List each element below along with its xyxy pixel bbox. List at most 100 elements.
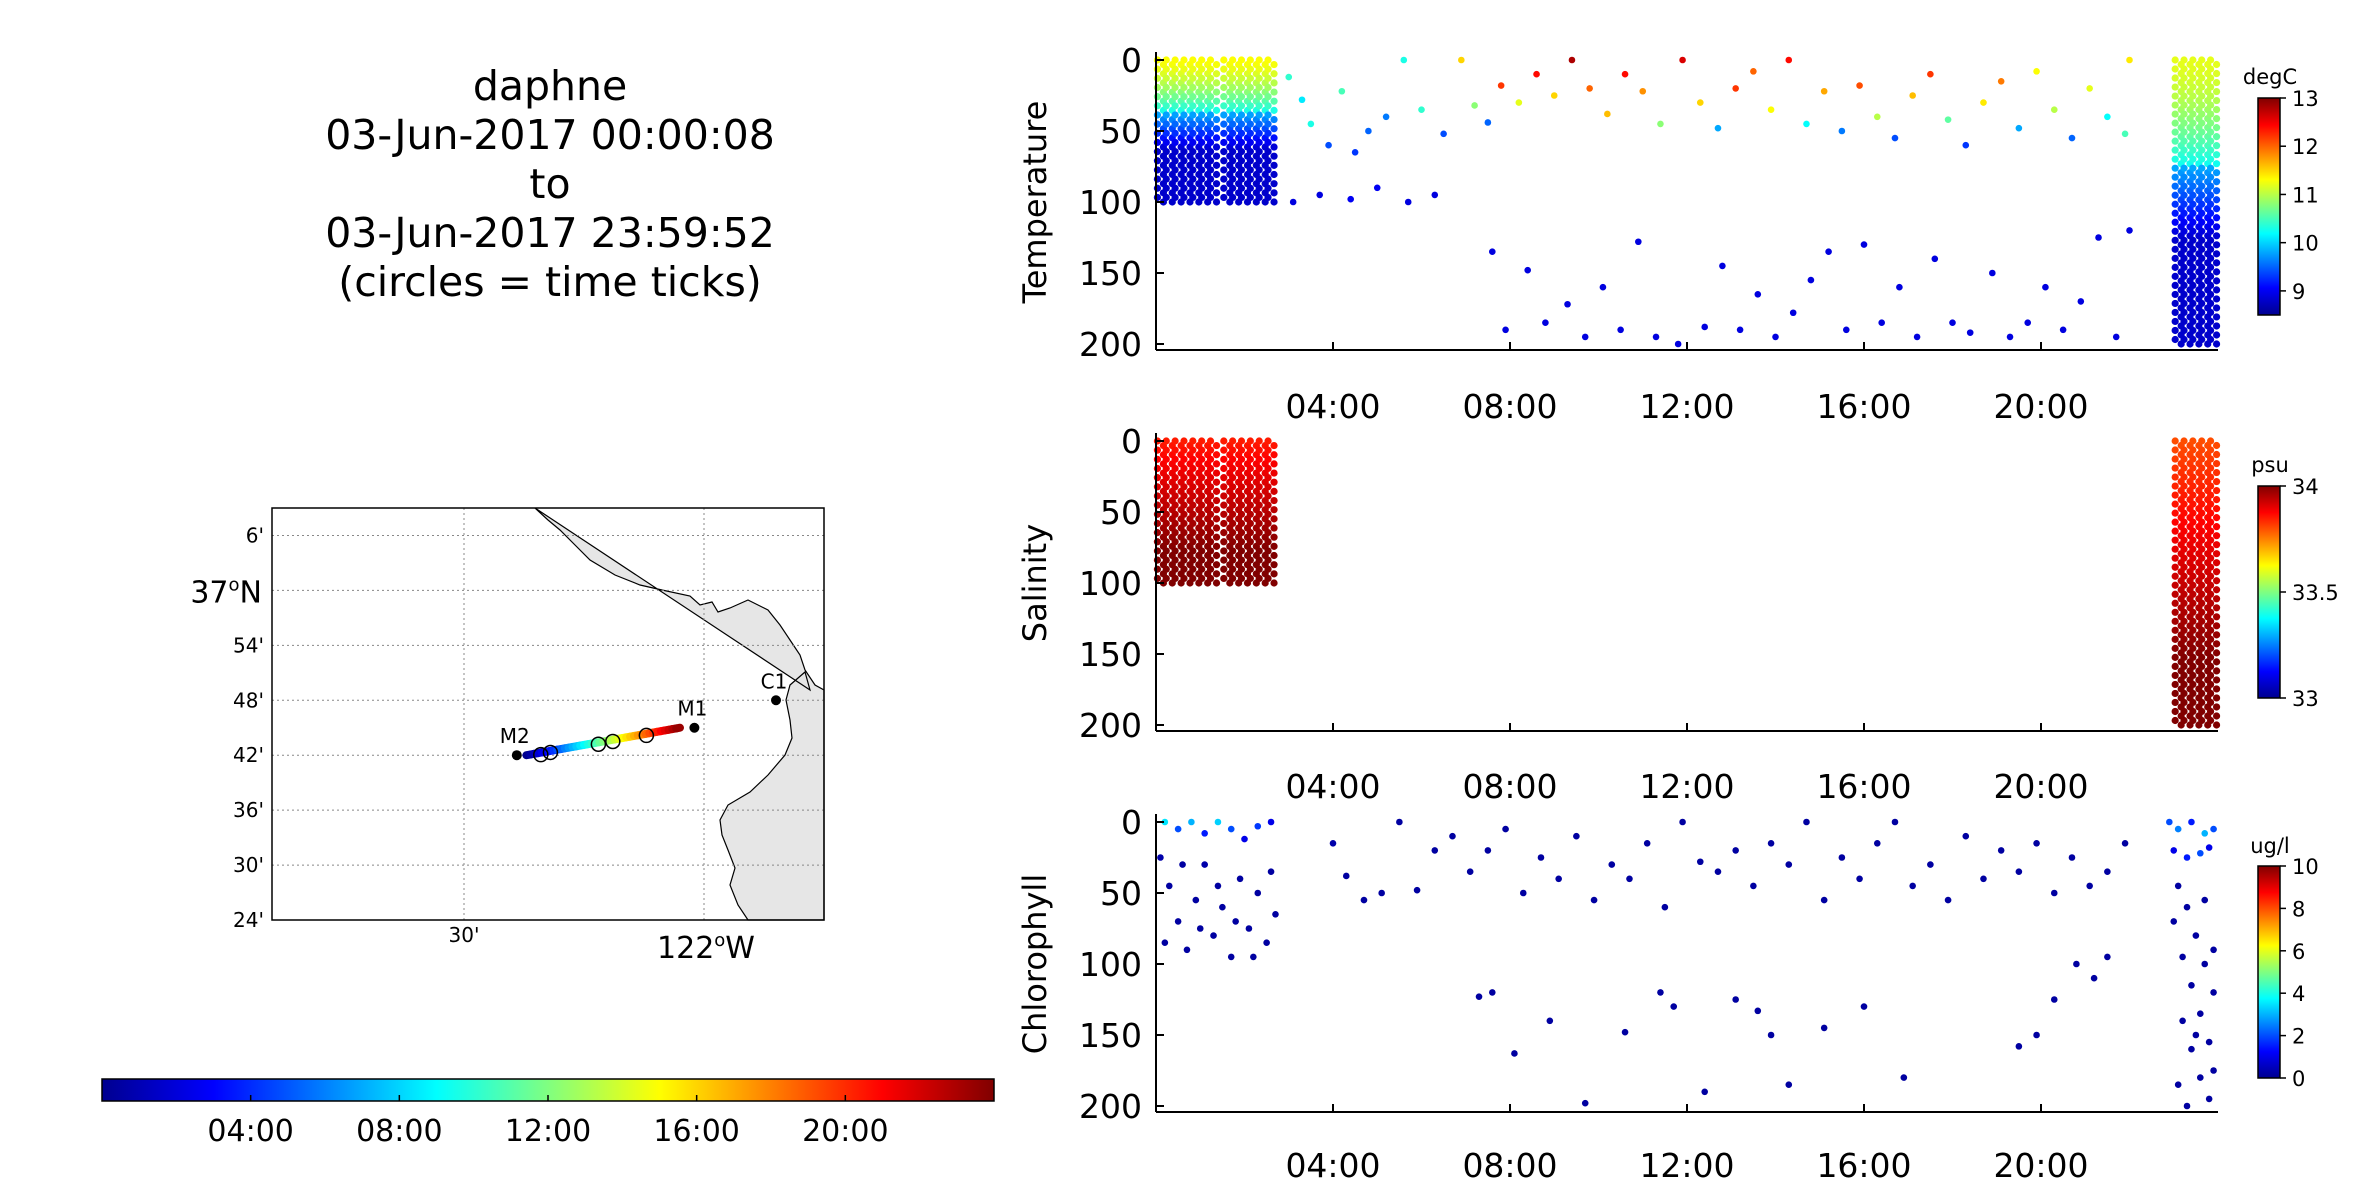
salinity-cast-point — [2212, 496, 2221, 504]
chlorophyll-x-tick-label: 20:00 — [1993, 1146, 2088, 1181]
salinity-cast-point — [2212, 622, 2221, 630]
temperature-cast-point — [1246, 138, 1254, 147]
chlorophyll-data-point — [2170, 847, 2178, 854]
salinity-cast-point — [2180, 608, 2188, 616]
temperature-cast-point — [1237, 184, 1246, 192]
temperature-cast-point — [1255, 111, 1263, 119]
temperature-cast-point — [2212, 69, 2221, 78]
chlorophyll-data-point — [1241, 835, 1248, 843]
salinity-cast-point — [2180, 689, 2188, 698]
salinity-cast-point — [2180, 572, 2188, 580]
salinity-cast-point — [1246, 547, 1254, 555]
temperature-cast-point — [1171, 148, 1179, 156]
chlorophyll-data-point — [1767, 840, 1775, 847]
salinity-cast-point — [2171, 608, 2179, 616]
temperature-data-point — [1404, 198, 1412, 206]
temperature-cast-point — [2189, 263, 2197, 271]
temperature-cast-point — [1153, 193, 1162, 202]
salinity-cast-point — [1198, 455, 1206, 463]
salinity-cast-point — [1246, 529, 1254, 537]
chlorophyll-data-point — [1431, 847, 1439, 854]
temperature-data-point — [1714, 124, 1722, 132]
temperature-cast-point — [1220, 65, 1228, 73]
salinity-cast-point — [2212, 477, 2221, 486]
salinity-cast-point — [1162, 538, 1170, 546]
salinity-cast-point — [2171, 482, 2179, 490]
salinity-cast-point — [2189, 527, 2197, 535]
temperature-colorbar-tick-label: 9 — [2292, 280, 2305, 304]
chlorophyll-data-point — [1449, 832, 1456, 840]
salinity-cast-point — [2171, 455, 2179, 463]
chlorophyll-data-point — [2073, 960, 2080, 968]
temperature-data-point — [1754, 291, 1762, 298]
map-lat-label: 6' — [246, 523, 264, 547]
salinity-colorbar-tick-label: 34 — [2292, 475, 2319, 499]
salinity-cast-point — [1237, 464, 1246, 473]
time-colorbar-tick-label: 04:00 — [207, 1114, 293, 1149]
chlorophyll-data-point — [2201, 830, 2209, 837]
temperature-cast-point — [1162, 56, 1170, 64]
temperature-cast-point — [1153, 184, 1162, 192]
temperature-cast-point — [2212, 87, 2221, 96]
salinity-cast-point — [2212, 667, 2221, 675]
salinity-cast-point — [1220, 556, 1228, 564]
temperature-cast-point — [1229, 111, 1237, 119]
salinity-cast-point — [2180, 500, 2188, 508]
time-colorbar-group: 04:00 08:00 12:00 16:00 20:00 — [101, 1078, 995, 1149]
temperature-cast-point — [2198, 164, 2206, 172]
temperature-cast-point — [2180, 182, 2188, 190]
salinity-cast-point — [1270, 441, 1278, 450]
chlorophyll-data-point — [1643, 840, 1651, 847]
salinity-cast-point — [2180, 599, 2188, 607]
salinity-cast-point — [2189, 599, 2197, 607]
temperature-data-point — [1440, 130, 1447, 138]
temperature-data-point — [1338, 87, 1346, 95]
temperature-cast-point — [1189, 74, 1197, 82]
salinity-cast-point — [1206, 446, 1215, 454]
salinity-cast-point — [1229, 538, 1237, 546]
temperature-cast-point — [1212, 189, 1221, 197]
temperature-y-tick-label: 0 — [1121, 41, 1142, 80]
temperature-cast-point — [2198, 245, 2206, 253]
salinity-cast-point — [1264, 455, 1272, 463]
salinity-cast-point — [2180, 464, 2188, 472]
salinity-cast-point — [1153, 547, 1162, 555]
salinity-cast-point — [1255, 519, 1263, 528]
temperature-cast-point — [2171, 146, 2179, 154]
salinity-cast-point — [2212, 459, 2221, 468]
salinity-cast-point — [1220, 501, 1228, 509]
salinity-cast-point — [2198, 599, 2206, 607]
salinity-cast-point — [1237, 538, 1246, 546]
salinity-cast-point — [2180, 518, 2188, 526]
temperature-cast-point — [1255, 175, 1263, 183]
chlorophyll-data-point — [1537, 854, 1545, 861]
salinity-cast-point — [2206, 572, 2215, 580]
time-colorbar-tick-label: 08:00 — [356, 1114, 442, 1149]
temperature-data-point — [1621, 70, 1629, 78]
salinity-cast-point — [2171, 590, 2179, 598]
temperature-cast-point — [1189, 184, 1197, 192]
salinity-cast-point — [1270, 551, 1278, 560]
salinity-cast-point — [2180, 536, 2188, 544]
chlorophyll-data-point — [1944, 896, 1952, 904]
temperature-cast-point — [2212, 196, 2221, 204]
salinity-cast-point — [1171, 547, 1179, 555]
salinity-cast-point — [1246, 574, 1254, 583]
salinity-cast-point — [1198, 565, 1206, 573]
temperature-cast-point — [1153, 83, 1162, 92]
salinity-cast-point — [2189, 680, 2197, 689]
salinity-x-tick-label: 08:00 — [1462, 767, 1557, 806]
chlorophyll-data-point — [2188, 1045, 2195, 1053]
salinity-cast-point — [2189, 554, 2197, 562]
temperature-cast-point — [1229, 175, 1237, 183]
temperature-data-point — [1550, 92, 1558, 99]
temperature-data-point — [1533, 70, 1540, 78]
temperature-cast-point — [2206, 209, 2215, 217]
salinity-cast-point — [1212, 561, 1221, 569]
temperature-data-point — [1285, 73, 1293, 81]
temperature-cast-point — [2189, 281, 2197, 289]
salinity-cast-point — [1264, 483, 1272, 491]
temperature-cast-point — [2206, 236, 2215, 244]
salinity-cast-point — [2171, 491, 2179, 499]
salinity-cast-point — [1237, 519, 1246, 528]
